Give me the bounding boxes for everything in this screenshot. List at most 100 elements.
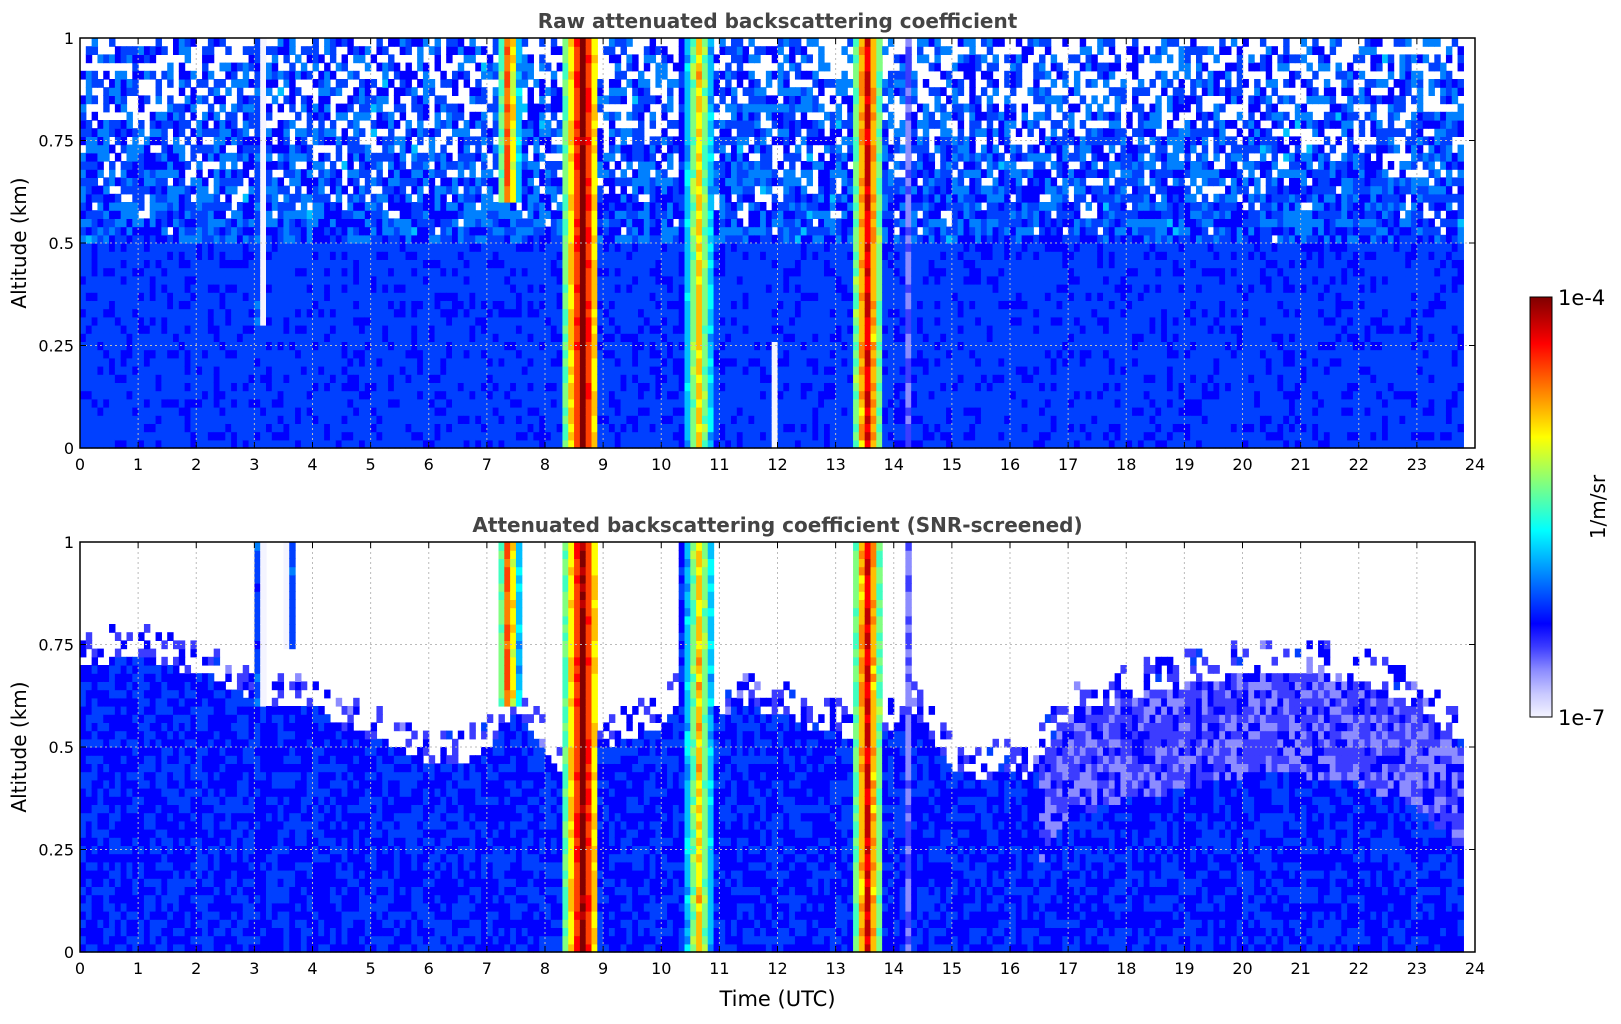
heatmap-cell xyxy=(121,120,127,129)
heatmap-cell xyxy=(138,382,144,391)
heatmap-cell xyxy=(237,243,243,252)
heatmap-cell xyxy=(475,399,481,408)
heatmap-cell xyxy=(487,71,493,80)
heatmap-cell xyxy=(609,300,615,309)
heatmap-cell xyxy=(318,374,324,383)
heatmap-cell xyxy=(725,374,731,383)
heatmap-cell xyxy=(254,218,260,227)
heatmap-cell xyxy=(103,325,109,334)
heatmap-cell xyxy=(196,210,202,219)
heatmap-cell xyxy=(621,210,627,219)
heatmap-cell xyxy=(150,407,156,416)
heatmap-cell xyxy=(406,399,412,408)
heatmap-cell xyxy=(121,210,127,219)
heatmap-cell xyxy=(504,235,510,244)
heatmap-cell xyxy=(295,87,301,96)
heatmap-cell xyxy=(196,194,202,203)
heatmap-cell xyxy=(516,382,522,391)
heatmap-cell xyxy=(638,399,644,408)
heatmap-cell xyxy=(127,177,133,186)
heatmap-cell xyxy=(632,235,638,244)
heatmap-cell xyxy=(696,300,702,309)
heatmap-cell xyxy=(493,423,499,432)
heatmap-cell xyxy=(586,243,592,252)
heatmap-cell xyxy=(557,202,563,211)
heatmap-cell xyxy=(522,284,528,293)
heatmap-cell xyxy=(353,366,359,375)
heatmap-cell xyxy=(208,169,214,178)
heatmap-cell xyxy=(499,54,505,63)
heatmap-cell xyxy=(440,325,446,334)
heatmap-cell xyxy=(731,284,737,293)
heatmap-cell xyxy=(185,186,191,195)
heatmap-cell xyxy=(644,145,650,154)
heatmap-cell xyxy=(225,407,231,416)
heatmap-cell xyxy=(167,407,173,416)
heatmap-cell xyxy=(295,243,301,252)
heatmap-cell xyxy=(80,374,86,383)
heatmap-cell xyxy=(254,112,260,121)
heatmap-cell xyxy=(86,145,92,154)
heatmap-cell xyxy=(661,251,667,260)
heatmap-cell xyxy=(516,145,522,154)
heatmap-cell xyxy=(388,177,394,186)
heatmap-cell xyxy=(551,268,557,277)
heatmap-cell xyxy=(150,210,156,219)
heatmap-cell xyxy=(342,399,348,408)
heatmap-cell xyxy=(86,415,92,424)
heatmap-cell xyxy=(499,153,505,162)
heatmap-cell xyxy=(685,268,691,277)
heatmap-cell xyxy=(626,407,632,416)
heatmap-cell xyxy=(342,317,348,326)
heatmap-cell xyxy=(266,79,272,88)
heatmap-cell xyxy=(283,391,289,400)
heatmap-cell xyxy=(644,235,650,244)
heatmap-cell xyxy=(313,227,319,236)
heatmap-cell xyxy=(173,284,179,293)
heatmap-cell xyxy=(493,415,499,424)
heatmap-cell xyxy=(376,46,382,55)
heatmap-cell xyxy=(551,358,557,367)
heatmap-cell xyxy=(626,350,632,359)
heatmap-cell xyxy=(173,104,179,113)
heatmap-cell xyxy=(278,366,284,375)
heatmap-cell xyxy=(156,268,162,277)
heatmap-cell xyxy=(237,210,243,219)
heatmap-cell xyxy=(260,432,266,441)
heatmap-cell xyxy=(557,120,563,129)
heatmap-cell xyxy=(353,292,359,301)
heatmap-cell xyxy=(388,366,394,375)
heatmap-cell xyxy=(440,407,446,416)
heatmap-cell xyxy=(254,415,260,424)
heatmap-cell xyxy=(115,317,121,326)
heatmap-cell xyxy=(464,46,470,55)
heatmap-cell xyxy=(196,79,202,88)
heatmap-cell xyxy=(388,218,394,227)
heatmap-cell xyxy=(644,399,650,408)
heatmap-cell xyxy=(574,169,580,178)
heatmap-cell xyxy=(394,284,400,293)
heatmap-cell xyxy=(702,268,708,277)
heatmap-cell xyxy=(679,415,685,424)
heatmap-cell xyxy=(406,268,412,277)
heatmap-cell xyxy=(138,169,144,178)
heatmap-cell xyxy=(580,333,586,342)
heatmap-cell xyxy=(313,104,319,113)
heatmap-cell xyxy=(696,194,702,203)
heatmap-cell xyxy=(650,95,656,104)
heatmap-cell xyxy=(202,46,208,55)
heatmap-cell xyxy=(382,177,388,186)
heatmap-cell xyxy=(516,71,522,80)
heatmap-cell xyxy=(144,46,150,55)
heatmap-cell xyxy=(580,46,586,55)
heatmap-cell xyxy=(464,194,470,203)
heatmap-cell xyxy=(499,243,505,252)
heatmap-cell xyxy=(318,391,324,400)
heatmap-cell xyxy=(138,317,144,326)
heatmap-cell xyxy=(92,227,98,236)
heatmap-cell xyxy=(638,235,644,244)
heatmap-cell xyxy=(260,366,266,375)
heatmap-cell xyxy=(702,161,708,170)
heatmap-cell xyxy=(295,415,301,424)
heatmap-cell xyxy=(580,194,586,203)
